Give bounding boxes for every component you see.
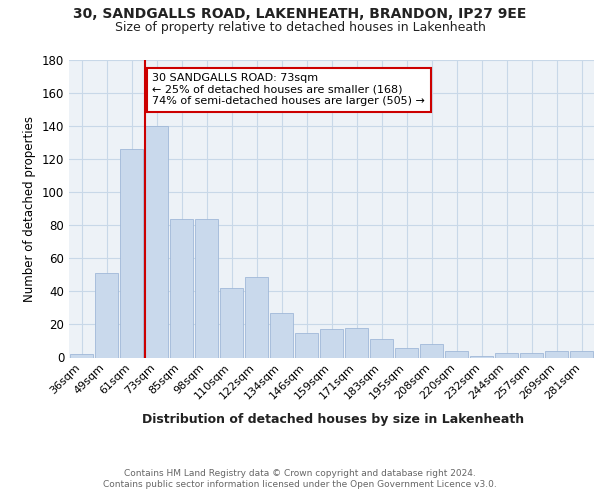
Bar: [320, 330, 343, 357]
Bar: [570, 351, 593, 358]
Text: Distribution of detached houses by size in Lakenheath: Distribution of detached houses by size …: [142, 412, 524, 426]
Bar: [370, 340, 393, 357]
Bar: [120, 149, 143, 358]
Text: 30 SANDGALLS ROAD: 73sqm
← 25% of detached houses are smaller (168)
74% of semi-: 30 SANDGALLS ROAD: 73sqm ← 25% of detach…: [152, 73, 425, 106]
Bar: [95, 273, 118, 357]
Bar: [245, 276, 268, 357]
Bar: [445, 351, 468, 358]
Bar: [470, 356, 493, 358]
Bar: [545, 351, 568, 358]
Bar: [70, 354, 93, 358]
Bar: [345, 328, 368, 358]
Text: Contains public sector information licensed under the Open Government Licence v3: Contains public sector information licen…: [103, 480, 497, 489]
Bar: [195, 218, 218, 358]
Bar: [420, 344, 443, 358]
Bar: [295, 332, 318, 357]
Bar: [145, 126, 168, 358]
Bar: [170, 218, 193, 358]
Y-axis label: Number of detached properties: Number of detached properties: [23, 116, 36, 302]
Text: 30, SANDGALLS ROAD, LAKENHEATH, BRANDON, IP27 9EE: 30, SANDGALLS ROAD, LAKENHEATH, BRANDON,…: [73, 8, 527, 22]
Bar: [495, 352, 518, 358]
Bar: [220, 288, 243, 358]
Bar: [520, 352, 543, 358]
Text: Contains HM Land Registry data © Crown copyright and database right 2024.: Contains HM Land Registry data © Crown c…: [124, 469, 476, 478]
Bar: [395, 348, 418, 358]
Bar: [270, 313, 293, 358]
Text: Size of property relative to detached houses in Lakenheath: Size of property relative to detached ho…: [115, 21, 485, 34]
